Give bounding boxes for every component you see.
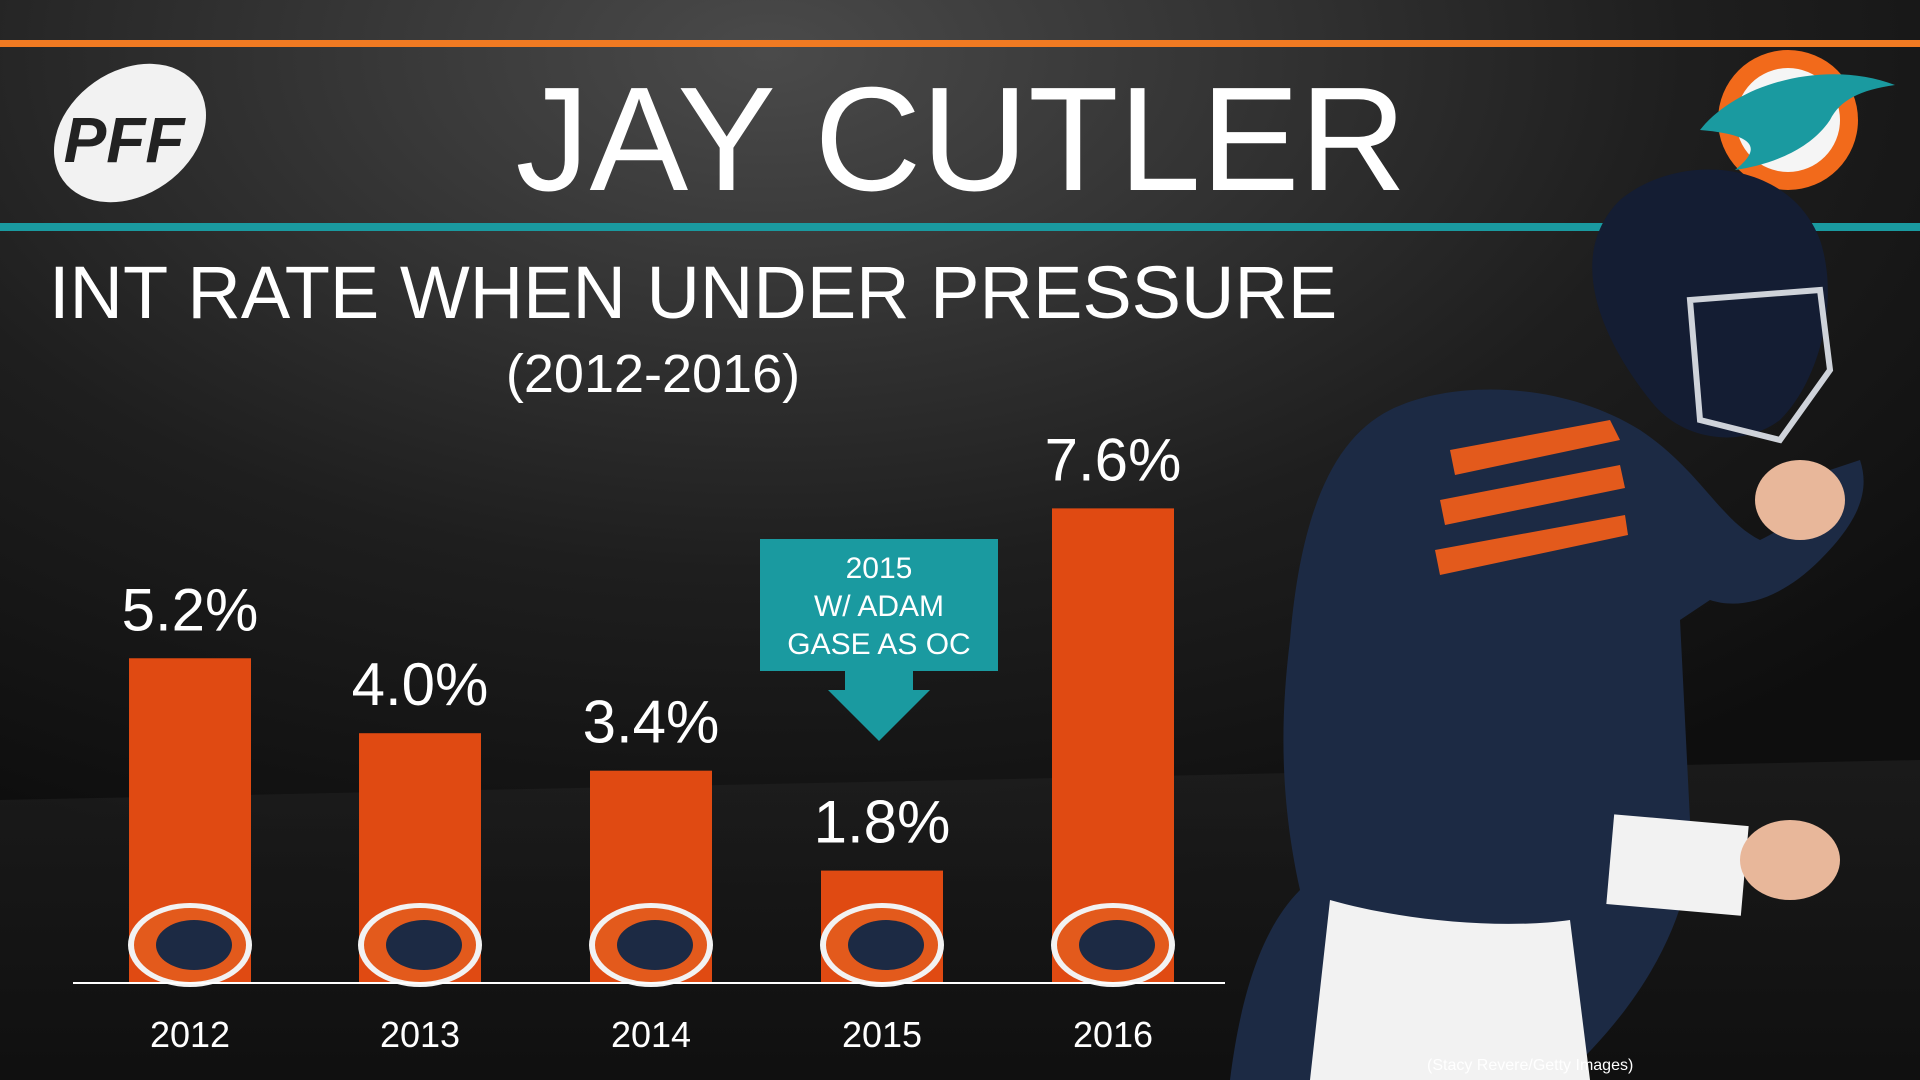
period: (2012-2016) [506,344,800,404]
x-tick-label: 2013 [380,1014,460,1055]
value-label: 3.4% [583,689,720,756]
value-label: 1.8% [814,789,951,856]
brand: PFF [64,104,187,176]
annotation-line: W/ ADAM [814,590,944,623]
value-label: 7.6% [1045,426,1182,493]
teal-stripe [0,223,1920,231]
x-tick-label: 2014 [611,1014,691,1055]
annotation-box [760,539,998,671]
chart-subtitle: INT RATE WHEN UNDER PRESSURE [49,251,1337,334]
bears-logo-c [156,920,232,970]
dolphins-logo [1700,50,1895,190]
bears-logo-c [1079,920,1155,970]
annotation-line: GASE AS OC [787,628,970,661]
bears-logo-c [617,920,693,970]
annotation: 2015 W/ ADAM GASE AS OC [760,539,998,741]
annotation-arrow [828,671,930,741]
x-tick-label: 2015 [842,1014,922,1055]
value-label: 4.0% [352,651,489,718]
chart-title: JAY CUTLER [516,57,1407,222]
pff-logo: PFF [53,63,207,203]
credit: (Stacy Revere/Getty Images) [1427,1057,1633,1074]
x-tick-label: 2012 [150,1014,230,1055]
annotation-line: 2015 [846,552,913,585]
x-tick-label: 2016 [1073,1014,1153,1055]
player [1230,169,1864,1080]
bears-logo-c [848,920,924,970]
orange-stripe [0,40,1920,47]
value-label: 5.2% [122,576,259,643]
bears-logo-c [386,920,462,970]
